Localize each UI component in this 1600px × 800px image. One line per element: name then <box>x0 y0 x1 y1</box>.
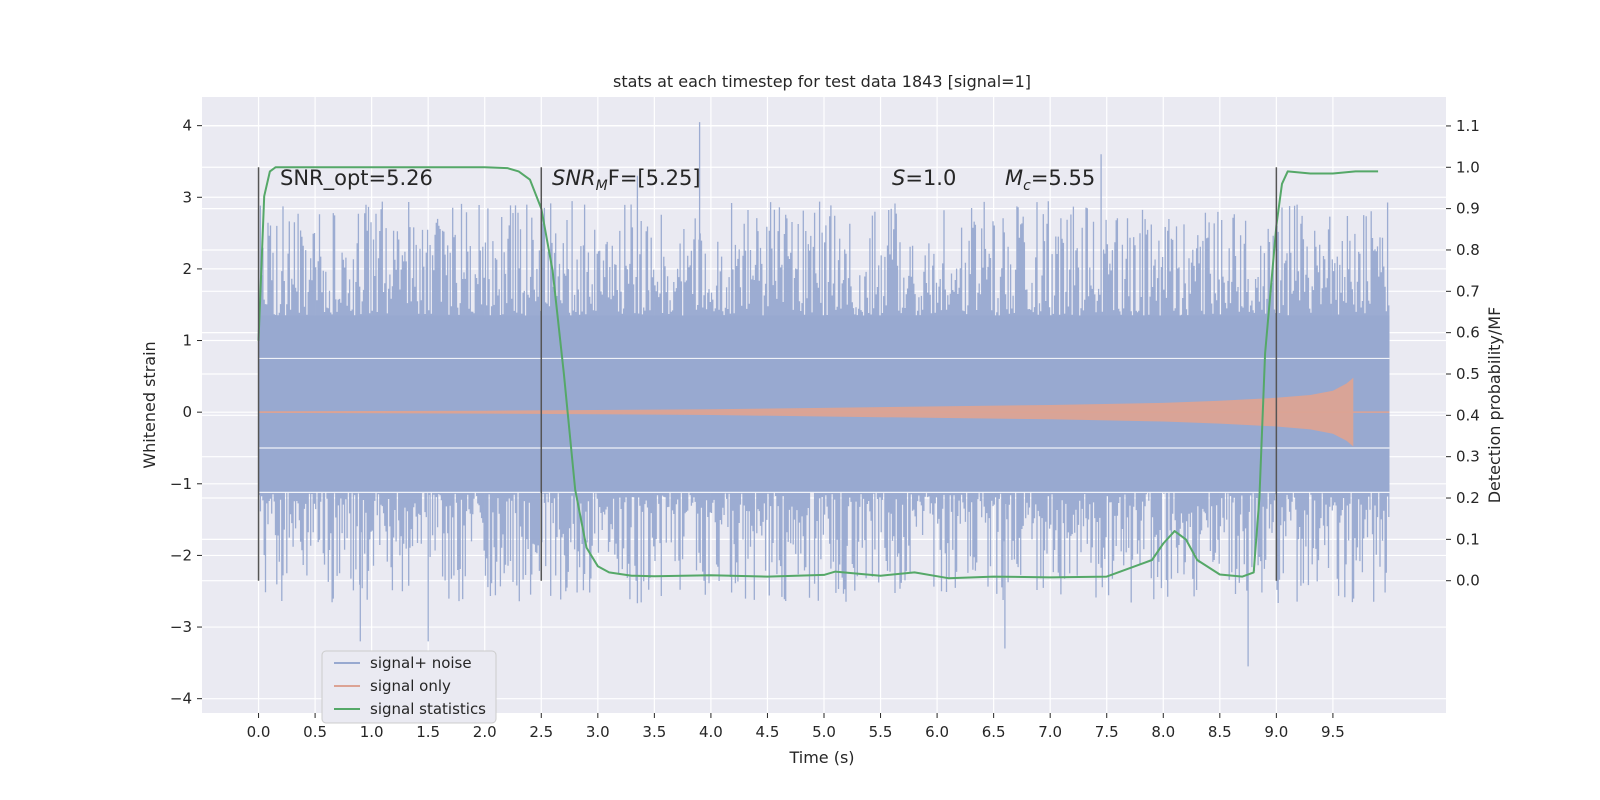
y-right-tick-label-6: 0.5 <box>1456 365 1480 383</box>
y-axis-label: Whitened strain <box>140 341 159 468</box>
x-tick-label-15: 7.5 <box>1095 723 1119 741</box>
ticks: 0.0 0.5 1.0 1.5 2.0 2.5 3.0 3.5 4.0 4.5 5.0 5.5 6.0 6… <box>170 117 1480 741</box>
series-statistics-line <box>257 166 1379 580</box>
chart-title: stats at each timestep for test data 184… <box>613 72 1031 91</box>
x-tick-label-13: 6.5 <box>982 723 1006 741</box>
y-right-tick-label-11: 0.0 <box>1456 572 1480 590</box>
y-axis-label-right: Detection probability/MF <box>1485 307 1504 504</box>
annotation-s: S=1.0 <box>892 166 956 190</box>
annotation-mc-sub: c <box>1023 178 1031 194</box>
x-tick-label-12: 6.0 <box>925 723 949 741</box>
legend-label-statistics: signal statistics <box>370 700 486 718</box>
annotation-snr-opt: SNR_opt=5.26 <box>280 166 433 191</box>
y-tick-label-0: 4 <box>182 117 192 135</box>
y-right-tick-label-8: 0.3 <box>1456 448 1480 466</box>
x-tick-label-5: 2.5 <box>529 723 553 741</box>
annotation-snr-mf-rest: F=[5.25] <box>608 166 701 190</box>
annotation-s-rest: =1.0 <box>905 166 956 190</box>
annotation-snr-mf: SNRMF=[5.25] <box>552 166 701 194</box>
x-tick-label-0: 0.0 <box>247 723 271 741</box>
legend: signal+ noise signal only signal statist… <box>321 650 497 724</box>
y-tick-label-3: 1 <box>182 332 192 350</box>
x-tick-label-6: 3.0 <box>586 723 610 741</box>
annotation-snr-mf-main: SNR <box>552 166 596 190</box>
y-right-tick-label-7: 0.4 <box>1456 406 1480 424</box>
x-tick-label-7: 3.5 <box>642 723 666 741</box>
annotation-mc-rest: =5.55 <box>1031 166 1095 190</box>
x-tick-label-4: 2.0 <box>473 723 497 741</box>
x-tick-label-16: 8.0 <box>1151 723 1175 741</box>
y-tick-label-7: −3 <box>170 618 192 636</box>
annotation-mc-main: M <box>1005 166 1023 190</box>
y-right-tick-label-10: 0.1 <box>1456 530 1480 548</box>
x-tick-label-19: 9.5 <box>1321 723 1345 741</box>
y-tick-label-8: −4 <box>170 690 192 708</box>
x-tick-label-9: 4.5 <box>756 723 780 741</box>
x-tick-label-18: 9.0 <box>1264 723 1288 741</box>
x-tick-label-17: 8.5 <box>1208 723 1232 741</box>
y-tick-label-5: −1 <box>170 475 192 493</box>
annotation-mc: Mc=5.55 <box>1005 166 1095 194</box>
y-tick-label-6: −2 <box>170 546 192 564</box>
y-right-tick-label-1: 1.0 <box>1456 158 1480 176</box>
y-right-tick-label-4: 0.7 <box>1456 282 1480 300</box>
annotation-snr-mf-sub: M <box>596 178 608 194</box>
legend-label-noise: signal+ noise <box>370 654 472 672</box>
y-right-tick-label-5: 0.6 <box>1456 324 1480 342</box>
data-layer <box>257 122 1390 667</box>
annotation-s-main: S <box>892 166 905 190</box>
y-right-tick-label-2: 0.9 <box>1456 200 1480 218</box>
legend-frame <box>321 650 497 724</box>
y-right-tick-label-0: 1.1 <box>1456 117 1480 135</box>
y-tick-label-1: 3 <box>182 188 192 206</box>
legend-label-signal: signal only <box>370 677 451 695</box>
y-right-tick-label-9: 0.2 <box>1456 489 1480 507</box>
x-axis-label: Time (s) <box>788 748 854 767</box>
y-right-tick-label-3: 0.8 <box>1456 241 1480 259</box>
x-tick-label-2: 1.0 <box>360 723 384 741</box>
y-tick-label-2: 2 <box>182 260 192 278</box>
x-tick-label-8: 4.0 <box>699 723 723 741</box>
x-tick-label-14: 7.0 <box>1038 723 1062 741</box>
y-tick-label-4: 0 <box>182 403 192 421</box>
window-markers <box>257 167 1278 581</box>
x-tick-label-11: 5.5 <box>869 723 893 741</box>
x-tick-label-10: 5.0 <box>812 723 836 741</box>
x-tick-label-3: 1.5 <box>416 723 440 741</box>
x-tick-label-1: 0.5 <box>303 723 327 741</box>
